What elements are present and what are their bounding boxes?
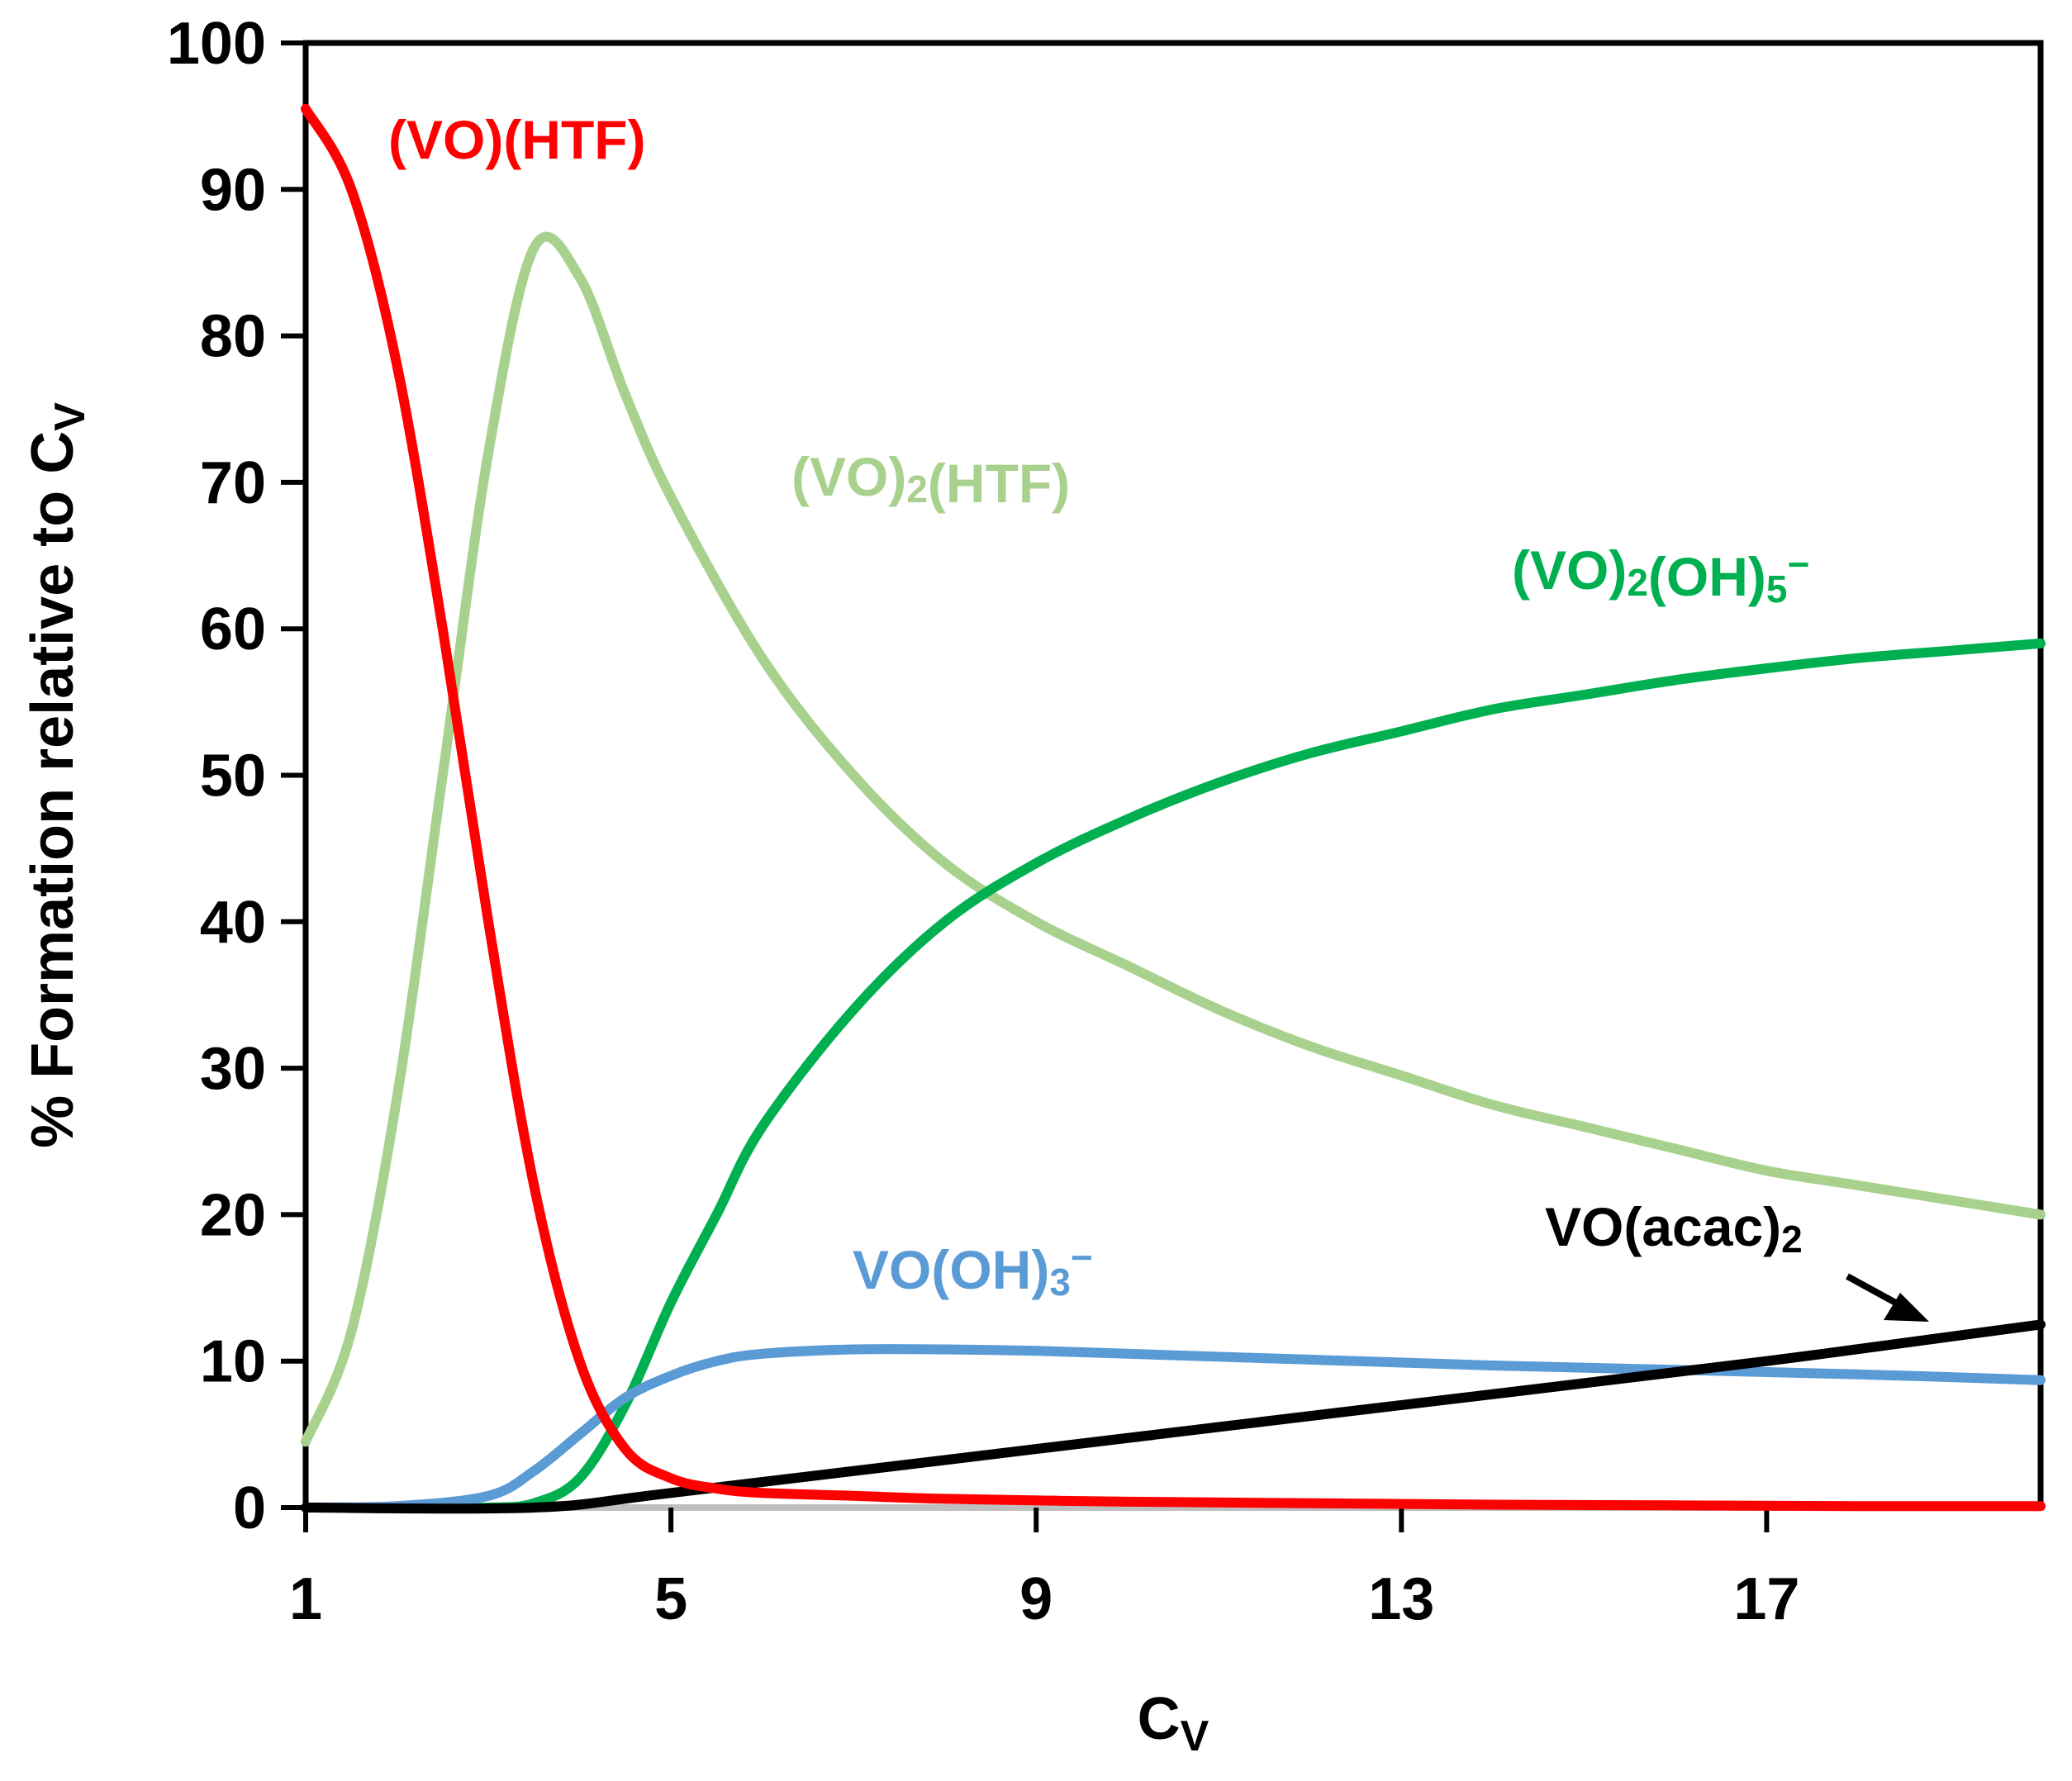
y-tick-label: 40 <box>200 890 266 956</box>
series-label-vo-oh3: VO(OH)3− <box>853 1236 1093 1304</box>
y-tick-label: 20 <box>200 1182 266 1248</box>
x-tick-label: 1 <box>289 1566 322 1632</box>
series-line-vo-acac2 <box>301 1319 2046 1514</box>
series-label-vo2-oh5: (VO)2(OH)5− <box>1512 539 1809 610</box>
y-tick-label: 50 <box>200 743 266 810</box>
series-line-vo-oh3 <box>301 1344 2046 1513</box>
y-tick-label: 30 <box>200 1036 266 1102</box>
x-tick-label: 13 <box>1368 1566 1434 1632</box>
vo-acac2-arrow <box>1846 1273 1929 1322</box>
x-tick-label: 5 <box>654 1566 687 1632</box>
y-tick-label: 90 <box>200 157 266 223</box>
x-tick-label: 17 <box>1733 1566 1799 1632</box>
series-label-vo2-htf: (VO)2(HTF) <box>791 446 1070 514</box>
x-tick-label: 9 <box>1019 1566 1053 1632</box>
y-tick-label: 80 <box>200 304 266 370</box>
y-tick-label: 70 <box>200 450 266 516</box>
y-tick-label: 0 <box>233 1475 266 1541</box>
series-label-vo-htf: (VO)(HTF) <box>388 109 646 170</box>
y-tick-label: 100 <box>167 11 266 77</box>
y-axis-title: % Formation relative to CV <box>20 402 94 1148</box>
series-line-vo2-oh5 <box>301 638 2046 1513</box>
y-tick-label: 10 <box>200 1329 266 1395</box>
series-line-vo2-htf <box>301 231 2046 1447</box>
x-axis-title: CV <box>1138 1686 1209 1760</box>
y-tick-label: 60 <box>200 596 266 663</box>
series-label-vo-acac2: VO(acac)2 <box>1545 1196 1803 1261</box>
series-line-vo-htf <box>301 103 2046 1512</box>
